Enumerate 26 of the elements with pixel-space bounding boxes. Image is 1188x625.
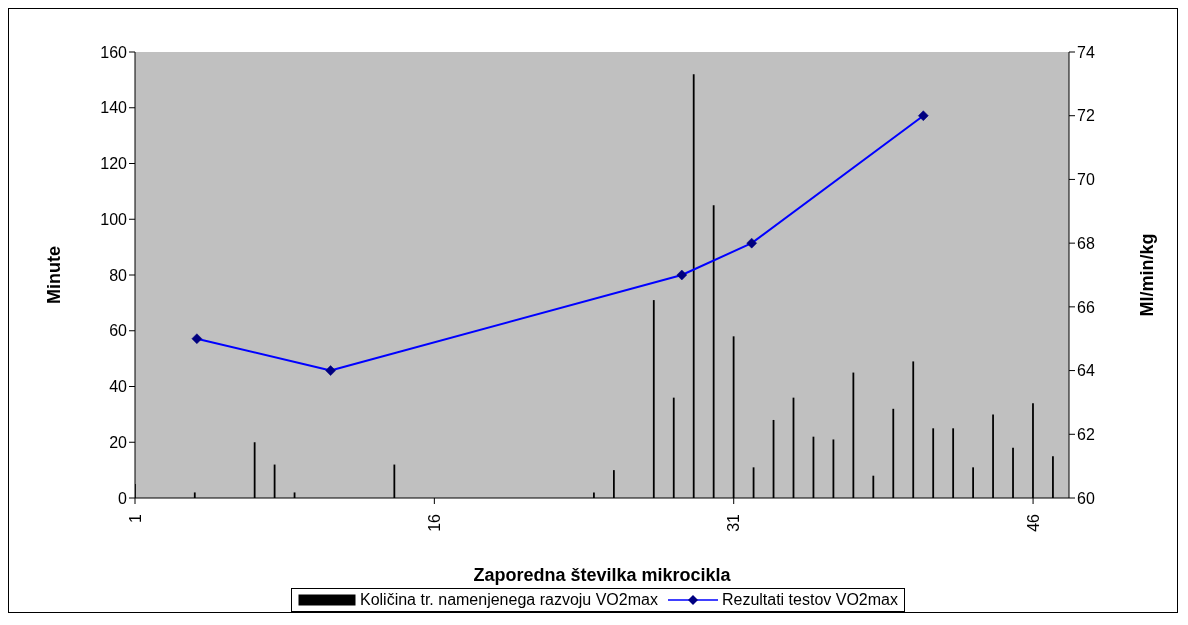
- y2-tick-label: 68: [1077, 234, 1095, 252]
- y-tick-label: 120: [100, 155, 128, 173]
- y-axis-title: Minute: [44, 246, 65, 304]
- y2-tick-label: 72: [1077, 107, 1095, 125]
- x-tick-label: 1: [126, 513, 144, 523]
- y2-tick-label: 64: [1077, 362, 1095, 380]
- y-tick-label: 100: [100, 210, 128, 228]
- y2-tick-label: 62: [1077, 425, 1095, 443]
- legend-label: Količina tr. namenjenega razvoju VO2max: [359, 591, 658, 609]
- y-tick-label: 140: [100, 99, 128, 117]
- x-tick-label: 16: [425, 513, 443, 532]
- y-tick-label: 40: [109, 378, 128, 396]
- y2-axis-title: Ml/min/kg: [1137, 233, 1158, 317]
- x-tick-label: 31: [725, 513, 743, 532]
- x-axis-title: Zaporedna številka mikrocikla: [473, 565, 732, 585]
- y2-tick-label: 74: [1077, 43, 1095, 61]
- y-tick-label: 80: [109, 266, 128, 284]
- y-tick-label: 0: [118, 489, 128, 507]
- y2-tick-label: 70: [1077, 171, 1095, 189]
- y-tick-label: 160: [100, 43, 128, 61]
- y2-tick-label: 66: [1077, 298, 1095, 316]
- y-tick-label: 20: [109, 433, 128, 451]
- y-tick-label: 60: [109, 322, 128, 340]
- y2-tick-label: 60: [1077, 489, 1095, 507]
- legend-label: Rezultati testov VO2max: [721, 591, 898, 609]
- x-tick-label: 46: [1024, 513, 1042, 532]
